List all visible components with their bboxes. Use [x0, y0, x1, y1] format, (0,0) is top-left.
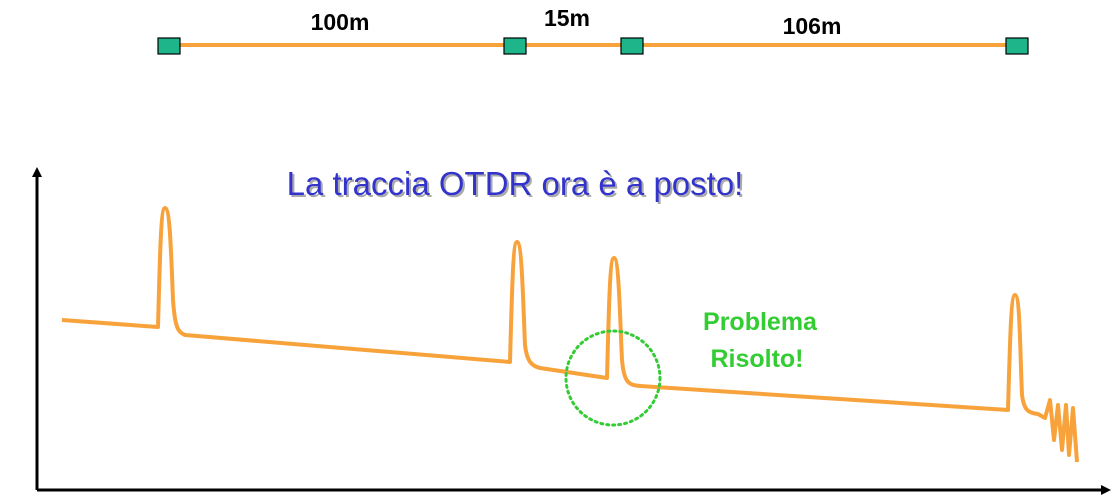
- title: La traccia OTDR ora è a posto!: [287, 165, 744, 202]
- segment-label: 15m: [544, 5, 590, 31]
- connector: [157, 37, 181, 55]
- connector: [620, 37, 644, 55]
- segment-label: 106m: [783, 13, 842, 39]
- connector: [1005, 37, 1029, 55]
- annotation: Risolto!: [710, 345, 803, 373]
- segment-label: 100m: [311, 9, 370, 35]
- connectors: [157, 37, 1029, 55]
- connector: [503, 37, 527, 55]
- annotation: Problema: [703, 308, 818, 336]
- highlight-circle: [564, 329, 662, 427]
- otdr-trace: [61, 206, 1079, 463]
